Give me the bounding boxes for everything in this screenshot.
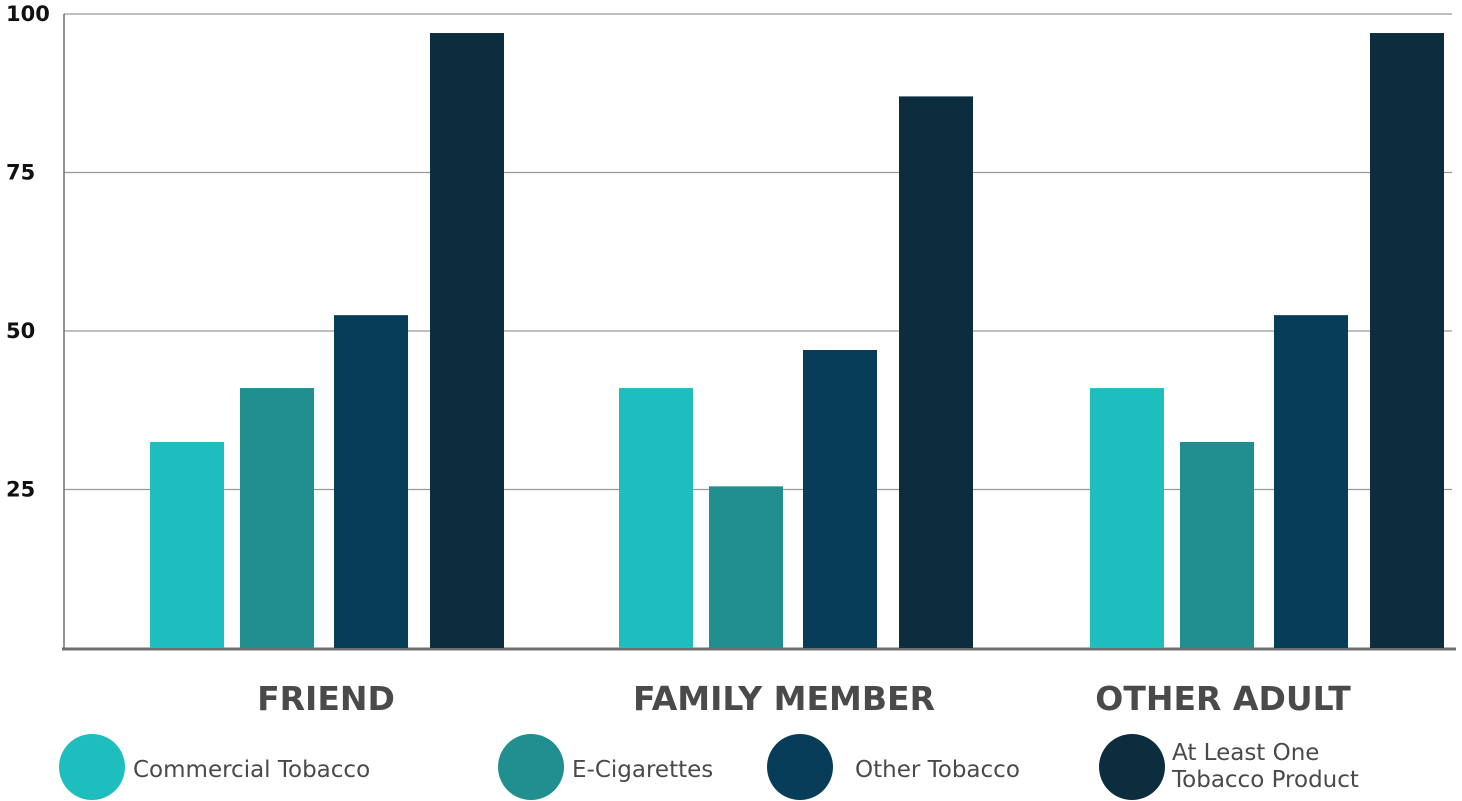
bar-commercial-tobacco-friend [150,441,224,648]
legend-item: E-Cigarettes [498,734,713,800]
bar-e-cigarettes-friend [240,388,314,648]
bars [150,33,1444,649]
bar-at-least-one-tobacco-product-other-adult [1370,33,1444,648]
legend-label-line: At Least One [1172,740,1319,766]
bar-e-cigarettes-family-member [709,486,783,648]
bar-other-tobacco-other-adult [1274,315,1348,648]
axes [62,14,1456,651]
y-tick-label: 25 [6,478,35,502]
legend-label: Other Tobacco [855,757,1020,783]
bar-e-cigarettes-other-adult [1180,441,1254,648]
bar-other-tobacco-family-member [803,350,877,648]
x-axis-categories: FRIEND FAMILY MEMBER OTHER ADULT [257,679,1351,718]
legend-label: E-Cigarettes [572,757,713,783]
bar-commercial-tobacco-family-member [619,388,693,648]
legend-item: Other Tobacco [767,734,1020,800]
legend-label-line: Tobacco Product [1171,767,1359,793]
y-tick-label: 75 [6,161,35,185]
bar-at-least-one-tobacco-product-family-member [899,96,973,649]
legend-label: Commercial Tobacco [133,757,370,783]
bar-commercial-tobacco-other-adult [1090,388,1164,648]
legend-swatch [59,734,125,800]
y-tick-label: 100 [6,2,50,26]
legend-swatch [498,734,564,800]
bar-other-tobacco-friend [334,315,408,648]
category-label: FAMILY MEMBER [633,679,935,718]
bar-at-least-one-tobacco-product-friend [430,33,504,648]
legend-item: Commercial Tobacco [59,734,370,800]
legend-swatch [1099,734,1165,800]
category-label: FRIEND [257,679,395,718]
category-label: OTHER ADULT [1095,679,1351,718]
y-tick-label: 50 [6,319,35,343]
legend-swatch [767,734,833,800]
legend: Commercial Tobacco E-Cigarettes Other Toba… [59,734,1359,800]
y-axis-ticks: 25 50 75 100 [6,2,50,502]
